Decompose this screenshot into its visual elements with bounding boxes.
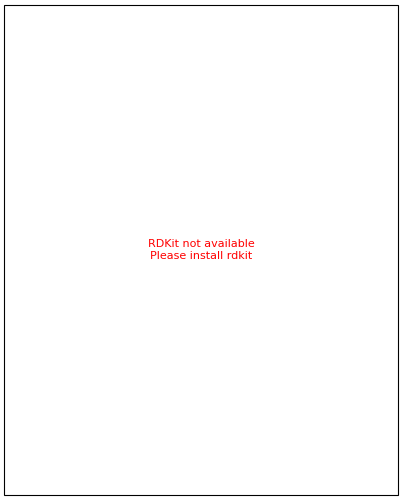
Text: RDKit not available
Please install rdkit: RDKit not available Please install rdkit <box>147 239 254 261</box>
